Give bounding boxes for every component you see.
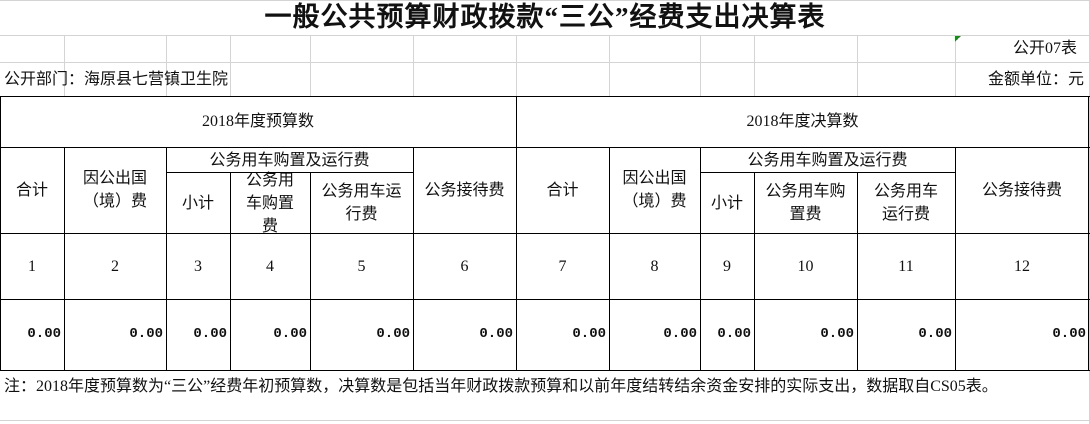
- value-cell[interactable]: 0.00: [376, 326, 410, 342]
- header-vehicle-group: 公务用车购置及运行费: [747, 151, 908, 169]
- header-vehicle-operation: 公务用车运行费: [873, 183, 938, 223]
- table-border: [0, 233, 1090, 234]
- gridline: [0, 0, 1090, 1]
- header-vehicle-group: 公务用车购置及运行费: [209, 151, 370, 169]
- table-border: [0, 96, 1090, 97]
- table-border: [166, 147, 167, 371]
- unit-label: 金额单位：元: [987, 70, 1084, 88]
- gridline: [0, 420, 1090, 421]
- footnote: 注：2018年度预算数为“三公”经费年初预算数，决算数是包括当年财政拨款预算和以…: [4, 378, 998, 395]
- table-border: [166, 172, 413, 173]
- header-abroad: 因公出国（境）费: [622, 170, 687, 210]
- budget-group-header: 2018年度预算数: [201, 113, 314, 130]
- column-number: 9: [723, 257, 731, 275]
- table-border: [700, 147, 701, 371]
- header-abroad: 因公出国（境）费: [82, 170, 147, 210]
- table-border: [955, 147, 956, 371]
- column-number: 2: [111, 257, 119, 275]
- value-cell[interactable]: 0.00: [273, 326, 307, 342]
- column-number: 7: [558, 257, 567, 275]
- table-border: [857, 172, 858, 371]
- column-number: 6: [460, 257, 469, 275]
- gridline: [413, 35, 414, 96]
- final-group-header: 2018年度决算数: [746, 113, 859, 130]
- value-cell[interactable]: 0.00: [129, 326, 163, 342]
- column-number: 8: [650, 257, 659, 275]
- gridline: [0, 62, 1090, 63]
- header-total: 合计: [15, 181, 48, 199]
- table-border: [516, 96, 517, 371]
- table-border: [609, 147, 610, 371]
- gridline: [955, 35, 956, 96]
- value-cell[interactable]: 0.00: [27, 326, 61, 342]
- table-border: [0, 96, 1, 371]
- header-vehicle-purchase: 公务用车购置费: [245, 171, 294, 235]
- header-subtotal: 小计: [710, 194, 743, 212]
- table-border: [700, 172, 955, 173]
- department-label: 公开部门：海原县七营镇卫生院: [4, 70, 229, 88]
- value-cell[interactable]: 0.00: [479, 326, 513, 342]
- column-number: 4: [266, 257, 274, 275]
- gridline: [700, 35, 701, 96]
- table-border: [0, 370, 1090, 371]
- value-cell[interactable]: 0.00: [572, 326, 606, 342]
- table-border: [413, 147, 414, 371]
- table-border: [230, 172, 231, 371]
- value-cell[interactable]: 0.00: [717, 326, 751, 342]
- column-number: 12: [1014, 257, 1030, 275]
- gridline: [609, 35, 610, 96]
- table-border: [1088, 96, 1089, 371]
- table-border: [0, 147, 1090, 148]
- column-number: 10: [797, 257, 814, 275]
- table-border: [64, 147, 65, 371]
- value-cell[interactable]: 0.00: [193, 326, 227, 342]
- gridline: [310, 35, 311, 96]
- table-border: [754, 172, 755, 371]
- value-cell[interactable]: 0.00: [918, 326, 952, 342]
- header-reception: 公务接待费: [981, 181, 1062, 199]
- column-number: 5: [357, 257, 366, 275]
- gridline: [0, 35, 1090, 36]
- gridline: [64, 35, 65, 96]
- column-number: 3: [194, 257, 202, 275]
- gridline: [754, 35, 755, 96]
- table-border: [310, 172, 311, 371]
- table-code: 公开07表: [1012, 40, 1077, 57]
- comment-indicator-icon: [955, 36, 961, 42]
- gridline: [230, 35, 231, 96]
- header-total: 合计: [546, 181, 579, 199]
- value-cell[interactable]: 0.00: [663, 326, 697, 342]
- gridline: [516, 35, 517, 96]
- value-cell[interactable]: 0.00: [820, 326, 854, 342]
- gridline: [857, 35, 858, 96]
- gridline: [166, 35, 167, 96]
- column-number: 1: [28, 257, 36, 275]
- value-cell[interactable]: 0.00: [1052, 326, 1086, 342]
- header-vehicle-operation: 公务用车运行费: [321, 183, 402, 223]
- header-subtotal: 小计: [181, 194, 214, 212]
- table-border: [0, 299, 1090, 300]
- header-vehicle-purchase: 公务用车购置费: [765, 183, 846, 223]
- page-title: 一般公共预算财政拨款“三公”经费支出决算表: [264, 2, 826, 32]
- header-reception: 公务接待费: [424, 181, 505, 199]
- column-number: 11: [898, 257, 914, 275]
